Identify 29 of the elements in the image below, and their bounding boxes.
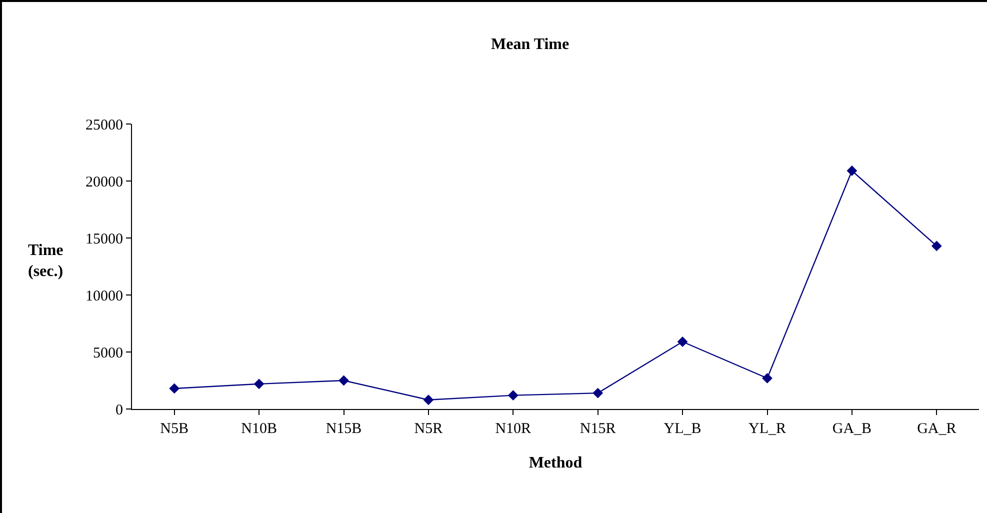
x-tick-label: N10B <box>241 421 277 437</box>
x-tick-label: YL_R <box>748 421 786 437</box>
point <box>677 336 688 347</box>
x-tick-label: N15B <box>326 421 362 437</box>
y-tick-label: 20000 <box>86 174 123 190</box>
point <box>338 375 349 386</box>
point <box>254 378 264 390</box>
x-tick-label: GA_R <box>917 421 956 437</box>
x-axis-title: Method <box>528 454 582 472</box>
x-tick-label: N5B <box>160 421 189 437</box>
x-tick-label: N10R <box>495 421 532 437</box>
y-tick-label: 0 <box>116 402 123 418</box>
point <box>508 390 518 401</box>
point <box>592 388 604 398</box>
point <box>169 383 180 394</box>
y-tick-label: 5000 <box>93 345 123 362</box>
point <box>762 373 772 384</box>
y-tick-label: 15000 <box>86 231 123 248</box>
x-tick-label: YL_B <box>664 421 702 437</box>
chart-title: Mean Time <box>491 36 570 54</box>
point <box>931 240 942 252</box>
point <box>423 394 434 406</box>
y-tick-label: 10000 <box>86 288 123 304</box>
point <box>846 166 858 176</box>
x-tick-label: N5R <box>414 421 443 437</box>
x-tick-label: N15R <box>580 421 616 437</box>
y-tick-label: 25000 <box>86 117 123 134</box>
y-axis-title: Time (sec.) <box>28 242 64 280</box>
x-tick-label: GA_B <box>832 421 872 437</box>
